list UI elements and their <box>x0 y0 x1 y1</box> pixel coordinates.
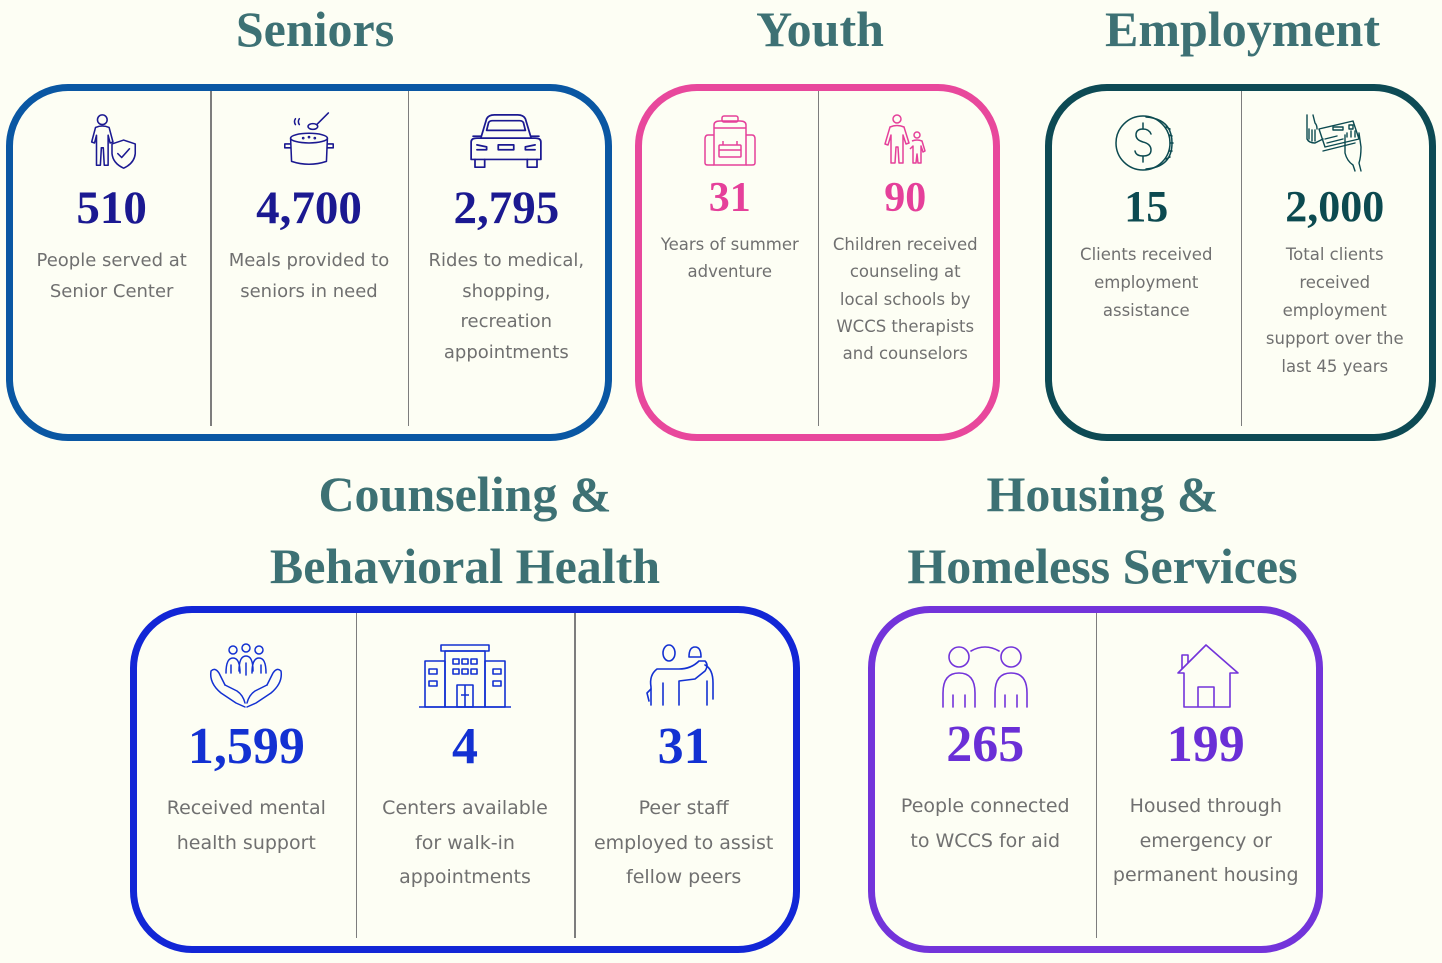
stat-value: 31 <box>657 718 710 775</box>
stat-column: 90 Children received counseling at local… <box>817 91 994 434</box>
person-shield-icon <box>90 114 136 169</box>
stat-label: Years of summer adventure <box>660 235 799 282</box>
stat-column: 199 Housed through emergency or permanen… <box>1095 613 1317 946</box>
stat-value: 31 <box>708 175 751 221</box>
stat-column: 31 Peer staff employed to assist fellow … <box>574 613 793 946</box>
adult-child-icon <box>884 114 926 164</box>
housing-heading-line2: Homeless Services <box>907 538 1298 594</box>
stat-label: Peer staff employed to assist fellow pee… <box>593 797 774 888</box>
stat-value: 265 <box>946 716 1025 773</box>
housing-card: 265 People connected to WCCS for aid 199… <box>868 606 1323 953</box>
dollar-coin-icon <box>1115 115 1174 171</box>
stat-column: 4 Centers available for walk-in appointm… <box>355 613 575 946</box>
stat-label: Housed through emergency or permanent ho… <box>1112 795 1299 886</box>
youth-heading: Youth <box>756 1 884 57</box>
housing-heading: Housing & Homeless Services <box>870 458 1335 602</box>
stat-column: 15 Clients received employment assistanc… <box>1052 91 1241 434</box>
stat-label: Total clients received employment suppor… <box>1265 245 1404 376</box>
seniors-card: 510 People served at Senior Center 4,700… <box>6 84 612 441</box>
counseling-card: 1,599 Received mental health support 4 C… <box>130 606 800 953</box>
peer-support-icon <box>645 644 714 706</box>
car-icon <box>470 114 543 169</box>
youth-card: 31 Years of summer adventure 90 Children… <box>635 84 1000 441</box>
cooking-pot-icon <box>283 112 334 166</box>
stat-column: 265 People connected to WCCS for aid <box>875 613 1096 946</box>
stat-value: 510 <box>76 182 147 234</box>
stat-value: 2,795 <box>453 182 560 234</box>
employment-card: 15 Clients received employment assistanc… <box>1045 84 1436 441</box>
stat-label: People connected to WCCS for aid <box>900 795 1070 852</box>
counseling-heading: Counseling & Behavioral Health <box>230 458 700 602</box>
stat-column: 510 People served at Senior Center <box>13 91 210 434</box>
paycheck-hands-icon <box>1306 114 1362 172</box>
stat-column: 2,795 Rides to medical, shopping, recrea… <box>407 91 605 434</box>
seniors-heading: Seniors <box>235 1 395 57</box>
house-icon <box>1176 644 1239 708</box>
stat-label: Clients received employment assistance <box>1080 245 1213 320</box>
building-icon <box>419 644 511 708</box>
stat-label: Meals provided to seniors in need <box>228 250 390 302</box>
stat-value: 4,700 <box>256 182 362 234</box>
stat-label: Received mental health support <box>166 797 326 854</box>
stat-column: 2,000 Total clients received employment … <box>1240 91 1430 434</box>
stat-column: 4,700 Meals provided to seniors in need <box>210 91 407 434</box>
connected-people-icon <box>942 646 1029 708</box>
stat-value: 90 <box>884 175 927 221</box>
stat-value: 2,000 <box>1285 182 1385 231</box>
hands-people-icon <box>210 643 283 708</box>
stat-label: Children received counseling at local sc… <box>832 235 978 364</box>
housing-heading-line1: Housing & <box>986 466 1219 522</box>
counseling-heading-line1: Counseling & <box>318 466 612 522</box>
stat-column: 31 Years of summer adventure <box>642 91 818 434</box>
stat-value: 199 <box>1166 716 1245 773</box>
stat-label: People served at Senior Center <box>36 250 187 302</box>
stat-label: Centers available for walk-in appointmen… <box>382 797 548 888</box>
backpack-icon <box>704 115 756 166</box>
stat-value: 4 <box>452 718 478 775</box>
stat-value: 1,599 <box>187 718 305 775</box>
employment-heading: Employment <box>1105 1 1380 57</box>
counseling-heading-line2: Behavioral Health <box>269 538 661 594</box>
stat-value: 15 <box>1124 182 1169 231</box>
stat-column: 1,599 Received mental health support <box>137 613 356 946</box>
stat-label: Rides to medical, shopping, recreation a… <box>428 250 585 363</box>
